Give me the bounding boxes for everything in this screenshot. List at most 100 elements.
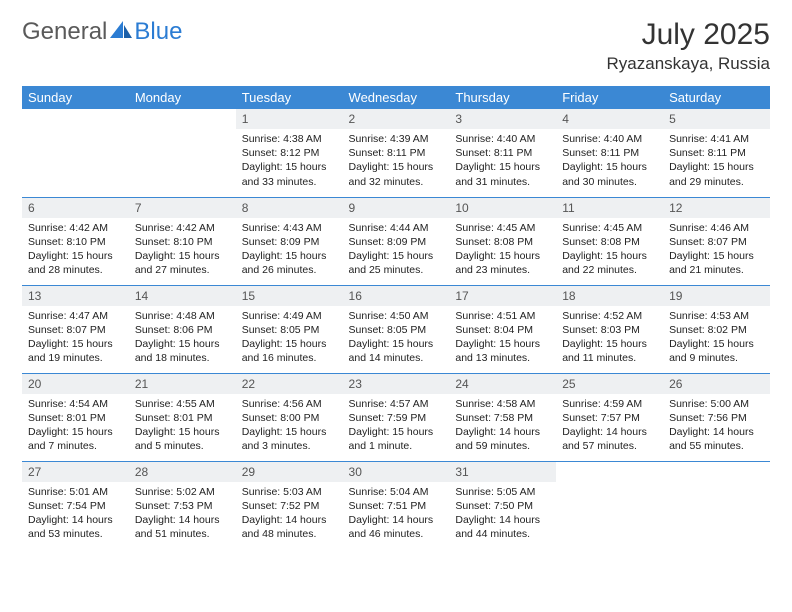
day-details: Sunrise: 4:40 AMSunset: 8:11 PMDaylight:…: [556, 129, 663, 192]
weekday-header: Tuesday: [236, 86, 343, 109]
day-number: 1: [236, 109, 343, 129]
day-number: 24: [449, 374, 556, 394]
day-details: Sunrise: 4:40 AMSunset: 8:11 PMDaylight:…: [449, 129, 556, 192]
calendar-day-cell: 24Sunrise: 4:58 AMSunset: 7:58 PMDayligh…: [449, 373, 556, 461]
day-details: Sunrise: 4:51 AMSunset: 8:04 PMDaylight:…: [449, 306, 556, 369]
day-number: 10: [449, 198, 556, 218]
calendar-week-row: 6Sunrise: 4:42 AMSunset: 8:10 PMDaylight…: [22, 197, 770, 285]
calendar-week-row: 27Sunrise: 5:01 AMSunset: 7:54 PMDayligh…: [22, 461, 770, 549]
calendar-day-cell: [129, 109, 236, 197]
day-number: 20: [22, 374, 129, 394]
day-details: Sunrise: 4:55 AMSunset: 8:01 PMDaylight:…: [129, 394, 236, 457]
day-number: 5: [663, 109, 770, 129]
day-number: 25: [556, 374, 663, 394]
logo: General Blue: [22, 18, 182, 46]
day-details: Sunrise: 5:05 AMSunset: 7:50 PMDaylight:…: [449, 482, 556, 545]
calendar-day-cell: 12Sunrise: 4:46 AMSunset: 8:07 PMDayligh…: [663, 197, 770, 285]
day-details: Sunrise: 5:02 AMSunset: 7:53 PMDaylight:…: [129, 482, 236, 545]
calendar-day-cell: 6Sunrise: 4:42 AMSunset: 8:10 PMDaylight…: [22, 197, 129, 285]
day-number: 4: [556, 109, 663, 129]
day-details: Sunrise: 4:38 AMSunset: 8:12 PMDaylight:…: [236, 129, 343, 192]
day-number: 12: [663, 198, 770, 218]
header: General Blue July 2025 Ryazanskaya, Russ…: [22, 18, 770, 74]
day-details: Sunrise: 4:49 AMSunset: 8:05 PMDaylight:…: [236, 306, 343, 369]
calendar-day-cell: 31Sunrise: 5:05 AMSunset: 7:50 PMDayligh…: [449, 461, 556, 549]
day-details: Sunrise: 4:43 AMSunset: 8:09 PMDaylight:…: [236, 218, 343, 281]
day-details: Sunrise: 4:42 AMSunset: 8:10 PMDaylight:…: [22, 218, 129, 281]
day-details: Sunrise: 5:01 AMSunset: 7:54 PMDaylight:…: [22, 482, 129, 545]
day-number: 21: [129, 374, 236, 394]
day-number: 6: [22, 198, 129, 218]
calendar-day-cell: 3Sunrise: 4:40 AMSunset: 8:11 PMDaylight…: [449, 109, 556, 197]
calendar-day-cell: 20Sunrise: 4:54 AMSunset: 8:01 PMDayligh…: [22, 373, 129, 461]
location-label: Ryazanskaya, Russia: [607, 54, 770, 74]
calendar-day-cell: 15Sunrise: 4:49 AMSunset: 8:05 PMDayligh…: [236, 285, 343, 373]
day-number: 14: [129, 286, 236, 306]
calendar-day-cell: 27Sunrise: 5:01 AMSunset: 7:54 PMDayligh…: [22, 461, 129, 549]
day-details: Sunrise: 4:42 AMSunset: 8:10 PMDaylight:…: [129, 218, 236, 281]
calendar-day-cell: 28Sunrise: 5:02 AMSunset: 7:53 PMDayligh…: [129, 461, 236, 549]
calendar-day-cell: 2Sunrise: 4:39 AMSunset: 8:11 PMDaylight…: [343, 109, 450, 197]
calendar-page: General Blue July 2025 Ryazanskaya, Russ…: [0, 0, 792, 567]
weekday-header: Sunday: [22, 86, 129, 109]
day-details: Sunrise: 4:50 AMSunset: 8:05 PMDaylight:…: [343, 306, 450, 369]
day-number: 13: [22, 286, 129, 306]
logo-text-blue: Blue: [134, 18, 182, 46]
day-details: Sunrise: 4:47 AMSunset: 8:07 PMDaylight:…: [22, 306, 129, 369]
calendar-table: SundayMondayTuesdayWednesdayThursdayFrid…: [22, 86, 770, 549]
calendar-day-cell: 18Sunrise: 4:52 AMSunset: 8:03 PMDayligh…: [556, 285, 663, 373]
day-details: Sunrise: 4:58 AMSunset: 7:58 PMDaylight:…: [449, 394, 556, 457]
calendar-day-cell: 7Sunrise: 4:42 AMSunset: 8:10 PMDaylight…: [129, 197, 236, 285]
day-details: Sunrise: 4:45 AMSunset: 8:08 PMDaylight:…: [556, 218, 663, 281]
month-title: July 2025: [607, 18, 770, 52]
day-details: Sunrise: 5:00 AMSunset: 7:56 PMDaylight:…: [663, 394, 770, 457]
day-number: 3: [449, 109, 556, 129]
calendar-day-cell: 29Sunrise: 5:03 AMSunset: 7:52 PMDayligh…: [236, 461, 343, 549]
day-number: 27: [22, 462, 129, 482]
day-number: 7: [129, 198, 236, 218]
calendar-week-row: 1Sunrise: 4:38 AMSunset: 8:12 PMDaylight…: [22, 109, 770, 197]
day-details: Sunrise: 5:04 AMSunset: 7:51 PMDaylight:…: [343, 482, 450, 545]
day-details: Sunrise: 4:59 AMSunset: 7:57 PMDaylight:…: [556, 394, 663, 457]
calendar-header-row: SundayMondayTuesdayWednesdayThursdayFrid…: [22, 86, 770, 109]
title-block: July 2025 Ryazanskaya, Russia: [607, 18, 770, 74]
calendar-day-cell: [663, 461, 770, 549]
calendar-day-cell: 30Sunrise: 5:04 AMSunset: 7:51 PMDayligh…: [343, 461, 450, 549]
day-number: 18: [556, 286, 663, 306]
day-details: Sunrise: 4:45 AMSunset: 8:08 PMDaylight:…: [449, 218, 556, 281]
calendar-day-cell: 8Sunrise: 4:43 AMSunset: 8:09 PMDaylight…: [236, 197, 343, 285]
weekday-header: Thursday: [449, 86, 556, 109]
calendar-day-cell: 19Sunrise: 4:53 AMSunset: 8:02 PMDayligh…: [663, 285, 770, 373]
day-details: Sunrise: 4:52 AMSunset: 8:03 PMDaylight:…: [556, 306, 663, 369]
calendar-day-cell: 17Sunrise: 4:51 AMSunset: 8:04 PMDayligh…: [449, 285, 556, 373]
calendar-day-cell: 10Sunrise: 4:45 AMSunset: 8:08 PMDayligh…: [449, 197, 556, 285]
day-number: 30: [343, 462, 450, 482]
day-details: Sunrise: 4:48 AMSunset: 8:06 PMDaylight:…: [129, 306, 236, 369]
day-details: Sunrise: 4:46 AMSunset: 8:07 PMDaylight:…: [663, 218, 770, 281]
day-details: Sunrise: 4:41 AMSunset: 8:11 PMDaylight:…: [663, 129, 770, 192]
calendar-week-row: 20Sunrise: 4:54 AMSunset: 8:01 PMDayligh…: [22, 373, 770, 461]
day-number: 11: [556, 198, 663, 218]
calendar-day-cell: 11Sunrise: 4:45 AMSunset: 8:08 PMDayligh…: [556, 197, 663, 285]
calendar-day-cell: 23Sunrise: 4:57 AMSunset: 7:59 PMDayligh…: [343, 373, 450, 461]
day-number: 29: [236, 462, 343, 482]
calendar-day-cell: 16Sunrise: 4:50 AMSunset: 8:05 PMDayligh…: [343, 285, 450, 373]
day-number: 28: [129, 462, 236, 482]
weekday-header: Wednesday: [343, 86, 450, 109]
calendar-body: 1Sunrise: 4:38 AMSunset: 8:12 PMDaylight…: [22, 109, 770, 549]
calendar-day-cell: 9Sunrise: 4:44 AMSunset: 8:09 PMDaylight…: [343, 197, 450, 285]
day-details: Sunrise: 4:57 AMSunset: 7:59 PMDaylight:…: [343, 394, 450, 457]
day-details: Sunrise: 4:54 AMSunset: 8:01 PMDaylight:…: [22, 394, 129, 457]
logo-sail-icon: [110, 21, 132, 39]
day-number: 31: [449, 462, 556, 482]
day-number: 2: [343, 109, 450, 129]
day-number: 19: [663, 286, 770, 306]
day-number: 9: [343, 198, 450, 218]
calendar-day-cell: 21Sunrise: 4:55 AMSunset: 8:01 PMDayligh…: [129, 373, 236, 461]
day-details: Sunrise: 4:56 AMSunset: 8:00 PMDaylight:…: [236, 394, 343, 457]
calendar-day-cell: 1Sunrise: 4:38 AMSunset: 8:12 PMDaylight…: [236, 109, 343, 197]
day-details: Sunrise: 5:03 AMSunset: 7:52 PMDaylight:…: [236, 482, 343, 545]
day-number: 16: [343, 286, 450, 306]
day-number: 26: [663, 374, 770, 394]
weekday-header: Monday: [129, 86, 236, 109]
